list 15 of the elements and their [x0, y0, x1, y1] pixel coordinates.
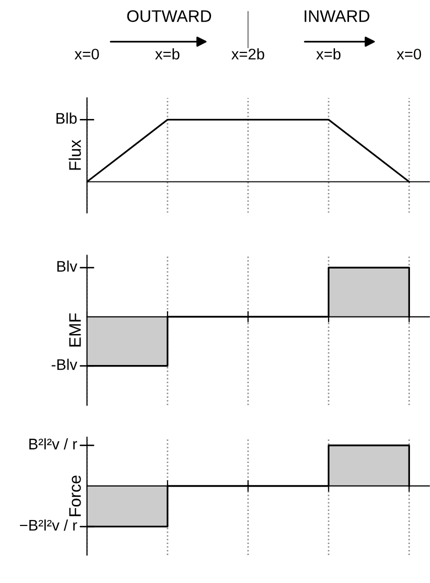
text: OUTWARD	[127, 10, 212, 22]
x-tick-label: x=2b	[231, 48, 264, 60]
x-tick-label: x=0	[396, 48, 422, 60]
x-tick-label: x=b	[316, 48, 340, 60]
x-tick-label: x=0	[74, 48, 99, 60]
y-axis-title: EMF	[69, 313, 81, 346]
x-tick-label: x=b	[155, 48, 180, 60]
text: Blv	[57, 260, 78, 272]
y-axis-title: Force	[69, 476, 81, 516]
text: -Blv	[52, 358, 78, 370]
text: B²l²v / r	[29, 438, 78, 450]
text: Blb	[56, 112, 77, 124]
y-axis-title: Flux	[68, 140, 81, 170]
text: −B²l²v / r	[20, 519, 78, 531]
text: INWARD	[304, 10, 370, 22]
